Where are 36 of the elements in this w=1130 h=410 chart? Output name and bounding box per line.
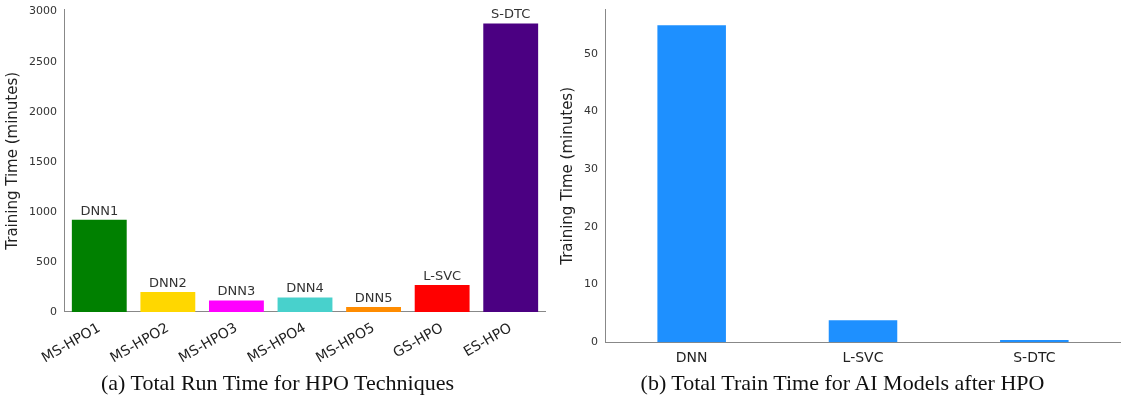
y-tick-label: 30 <box>584 162 598 176</box>
x-tick-label: S-DTC <box>1013 349 1056 366</box>
y-tick-label: 3000 <box>28 4 57 18</box>
x-tick-label: L-SVC <box>842 349 884 366</box>
bar <box>140 291 196 312</box>
y-tick-label: 0 <box>591 335 598 349</box>
annotation: L-SVC <box>423 267 462 283</box>
y-axis-title: Training Time (minutes) <box>557 86 576 266</box>
y-tick-label: 2000 <box>28 104 57 118</box>
bar <box>277 297 333 312</box>
annotation: DNN4 <box>286 280 324 296</box>
y-tick-label: 500 <box>35 254 57 268</box>
bar <box>414 284 470 312</box>
bar <box>71 219 127 312</box>
y-axis-title: Training Time (minutes) <box>2 71 21 251</box>
text: (a) Total Run Time for HPO Techniques <box>100 370 455 396</box>
bar <box>828 320 898 343</box>
y-tick-label: 1500 <box>28 154 57 168</box>
y-tick-label: 2500 <box>28 54 57 68</box>
bar <box>209 300 264 312</box>
y-tick-label: 50 <box>584 46 598 60</box>
x-tick-label: DNN <box>675 349 708 366</box>
y-tick-label: 0 <box>49 304 57 318</box>
annotation: DNN2 <box>148 274 187 290</box>
y-tick-label: 1000 <box>28 204 57 218</box>
bar <box>657 25 726 343</box>
y-tick-label: 20 <box>584 219 598 233</box>
annotation: DNN3 <box>217 283 256 299</box>
annotation: S-DTC <box>491 6 531 22</box>
y-tick-label: 40 <box>584 104 598 118</box>
bar <box>483 23 539 312</box>
bar <box>346 306 401 312</box>
annotation: DNN5 <box>354 289 393 305</box>
y-tick-label: 10 <box>584 277 598 291</box>
text: (b) Total Train Time for AI Models after HPO <box>639 370 1046 396</box>
annotation: DNN1 <box>80 202 119 218</box>
